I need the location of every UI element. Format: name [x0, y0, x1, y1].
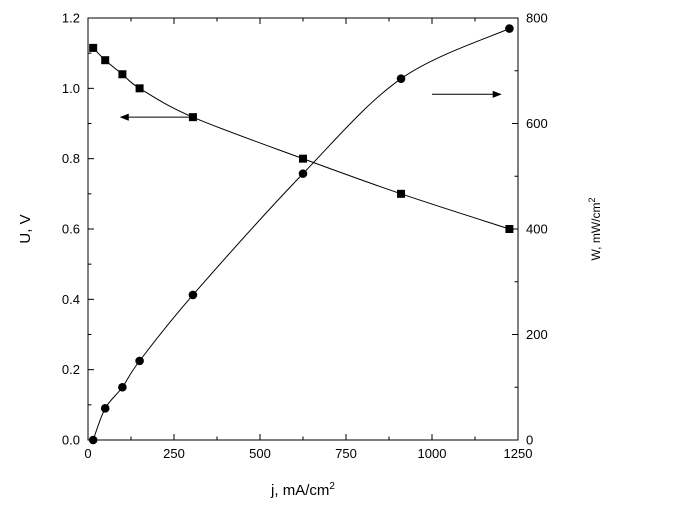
y-left-tick-label: 0.0 [62, 433, 80, 448]
series-lines [92, 28, 510, 441]
series-1-point [505, 24, 514, 33]
series-1-point [135, 356, 144, 366]
x-tick-label: 750 [335, 446, 357, 461]
tick-labels: 0 250 500 750 1000 1250 0.0 0.2 0.4 0.6 0.8 1.0 1.2 0… [62, 11, 548, 462]
y-left-tick-label: 1.0 [62, 81, 80, 96]
x-tick-label: 0 [84, 446, 91, 461]
series-1-point [100, 404, 110, 413]
y-right-tick-label: 200 [526, 327, 548, 342]
x-tick-label: 1000 [418, 446, 447, 461]
series-1-point [118, 382, 127, 392]
y-axis-left-title: U, V [17, 214, 34, 243]
series-1-point [396, 74, 406, 83]
y-right-tick-label: 0 [526, 433, 533, 448]
y-left-tick-label: 0.6 [62, 222, 80, 237]
y-left-tick-label: 0.4 [62, 292, 80, 307]
plot-frame [87, 17, 519, 441]
series-1-point [188, 290, 198, 300]
series-1-line [92, 28, 510, 441]
y-left-tick-label: 0.8 [62, 151, 80, 166]
series-0-point [89, 43, 98, 52]
x-axis-title: j, mA/cm2 [270, 481, 335, 499]
y-right-tick-label: 400 [526, 222, 548, 237]
series-markers [88, 24, 514, 445]
series-0-point [299, 154, 307, 163]
x-tick-label: 250 [163, 446, 185, 461]
series-0-point [118, 70, 127, 79]
y-axis-right-title: W, mW/cm2 [587, 198, 603, 261]
series-0-point [397, 189, 406, 198]
series-0-point [135, 84, 144, 93]
x-tick-label: 1250 [504, 446, 533, 461]
y-right-tick-label: 600 [526, 116, 548, 131]
series-1-point [88, 435, 98, 445]
series-0-point [101, 56, 110, 65]
series-0-line [92, 47, 510, 230]
y-left-tick-label: 0.2 [62, 362, 80, 377]
y-left-tick-label: 1.2 [62, 11, 80, 26]
series-1-point [298, 169, 308, 178]
annotation-arrows [119, 90, 502, 121]
series-0-point [505, 225, 514, 233]
x-tick-label: 500 [249, 446, 271, 461]
ticks [87, 17, 519, 441]
y-right-tick-label: 800 [526, 11, 548, 26]
